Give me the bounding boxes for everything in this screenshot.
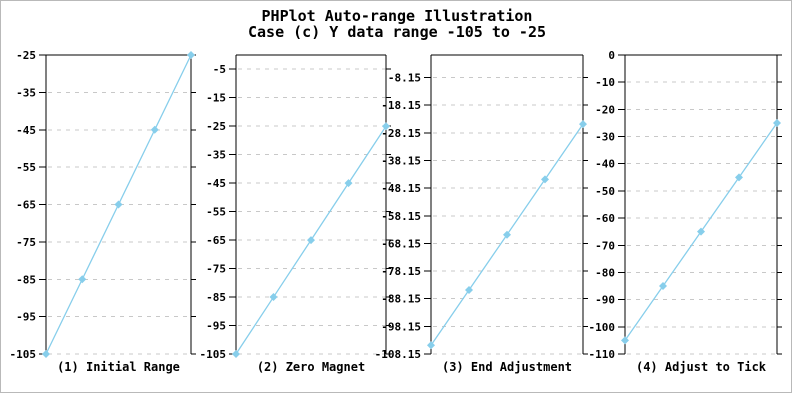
subplot-1-title: (1) Initial Range bbox=[57, 360, 180, 374]
data-point-marker bbox=[427, 341, 435, 350]
y-tick-label: -20 bbox=[595, 103, 615, 116]
y-tick-label: -45 bbox=[206, 177, 226, 190]
y-tick-label: -35 bbox=[206, 149, 226, 162]
data-point-marker bbox=[187, 51, 195, 59]
y-tick-label: -78.15 bbox=[381, 265, 421, 278]
y-tick-label: -88.15 bbox=[381, 293, 421, 306]
data-point-marker bbox=[541, 175, 549, 184]
subplot-3-title: (3) End Adjustment bbox=[441, 360, 573, 374]
y-tick-label: -18.15 bbox=[381, 99, 421, 112]
y-tick-label: -50 bbox=[595, 185, 615, 198]
y-tick-label: -15 bbox=[206, 92, 226, 105]
y-tick-label: -75 bbox=[16, 236, 36, 249]
y-tick-label: -48.15 bbox=[381, 182, 421, 195]
y-tick-label: -5 bbox=[213, 63, 226, 76]
y-tick-label: -85 bbox=[206, 291, 226, 304]
data-point-marker bbox=[503, 230, 511, 239]
y-tick-label: -105 bbox=[10, 348, 37, 361]
data-point-marker bbox=[307, 236, 315, 245]
y-tick-label: -60 bbox=[595, 212, 615, 225]
data-point-marker bbox=[78, 275, 87, 284]
charts-canvas: -25 -35 -45 -55 -65 -75 -85 -95 -105 -5 -15 -25 -35 -… bbox=[10, 49, 782, 361]
data-point-marker bbox=[382, 122, 390, 131]
chart-subtitle: Case (c) Y data range -105 to -25 bbox=[247, 23, 546, 41]
data-point-marker bbox=[344, 179, 353, 188]
data-point-marker bbox=[773, 118, 781, 127]
y-tick-label: -100 bbox=[589, 321, 616, 334]
y-tick-label: -55 bbox=[16, 161, 36, 174]
y-tick-label: -80 bbox=[595, 266, 615, 279]
y-tick-label: -98.15 bbox=[381, 320, 421, 333]
y-tick-label: -68.15 bbox=[381, 237, 421, 250]
data-point-marker bbox=[735, 173, 743, 182]
data-point-marker bbox=[42, 350, 50, 358]
y-tick-label: -25 bbox=[206, 120, 226, 133]
y-tick-label: 0 bbox=[608, 49, 615, 62]
y-tick-label: -75 bbox=[206, 263, 226, 276]
y-tick-label: -105 bbox=[200, 348, 227, 361]
data-point-marker bbox=[621, 336, 629, 345]
y-tick-label: -28.15 bbox=[381, 127, 421, 140]
subplot-2-title: (2) Zero Magnet bbox=[256, 360, 366, 374]
data-point-marker bbox=[114, 200, 123, 209]
y-tick-label: -55 bbox=[206, 206, 226, 219]
y-tick-label: -25 bbox=[16, 49, 36, 62]
chart-header: PHPlot Auto-range Illustration Case (c) … bbox=[1, 8, 793, 40]
y-tick-label: -40 bbox=[595, 158, 615, 171]
y-tick-label: -65 bbox=[206, 234, 226, 247]
data-point-marker bbox=[659, 282, 667, 291]
chart-title: PHPlot Auto-range Illustration bbox=[261, 7, 533, 25]
subplot-4-title: (4) Adjust to Tick bbox=[635, 360, 767, 374]
y-tick-label: -110 bbox=[589, 348, 616, 361]
phplot-image: -25 -35 -45 -55 -65 -75 -85 -95 -105 -5 -15 -25 -35 -… bbox=[0, 0, 792, 393]
y-tick-label: -10 bbox=[595, 76, 615, 89]
y-tick-label: -30 bbox=[595, 131, 615, 144]
y-tick-label: -85 bbox=[16, 273, 36, 286]
y-tick-label: -90 bbox=[595, 294, 615, 307]
y-tick-label: -95 bbox=[16, 311, 36, 324]
data-point-marker bbox=[232, 350, 240, 358]
data-point-marker bbox=[150, 125, 159, 134]
y-tick-label: -38.15 bbox=[381, 154, 421, 167]
y-tick-label: -108.15 bbox=[375, 348, 421, 361]
y-tick-label: -35 bbox=[16, 86, 36, 99]
data-point-marker bbox=[465, 285, 473, 294]
y-tick-label: -65 bbox=[16, 199, 36, 212]
y-tick-label: -70 bbox=[595, 239, 615, 252]
data-point-marker bbox=[579, 120, 587, 129]
data-point-marker bbox=[697, 227, 705, 236]
y-tick-label: -58.15 bbox=[381, 210, 421, 223]
data-point-marker bbox=[269, 293, 278, 302]
y-tick-label: -8.15 bbox=[388, 72, 421, 85]
y-tick-label: -45 bbox=[16, 124, 36, 137]
y-tick-label: -95 bbox=[206, 320, 226, 333]
